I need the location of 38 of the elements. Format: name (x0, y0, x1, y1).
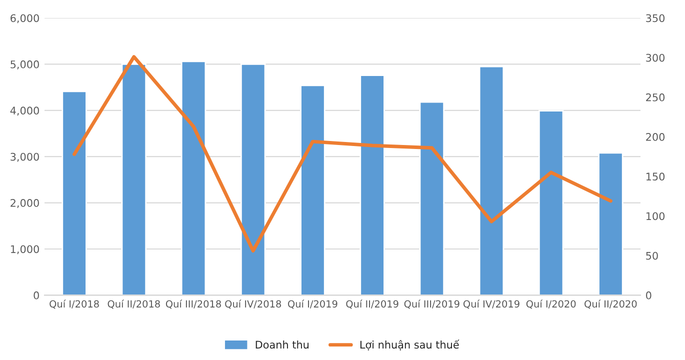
bar (598, 152, 624, 296)
x-tick-label: Quí II/2019 (346, 300, 398, 309)
y-tick-label: 3,000 (10, 152, 39, 162)
x-tick-label: Quí IV/2019 (463, 300, 520, 309)
x-tick-label: Quí IV/2018 (225, 300, 282, 309)
y2-tick-label: 0 (646, 291, 652, 300)
bar (478, 66, 504, 296)
bar (62, 90, 87, 296)
y2-tick-label: 150 (646, 172, 665, 181)
x-tick-label: Quí I/2018 (50, 300, 99, 309)
bar (538, 110, 564, 296)
y2-tick-label: 50 (646, 252, 658, 260)
y2-tick-label: 200 (646, 133, 665, 141)
line-series (72, 55, 612, 253)
bar (360, 74, 385, 296)
y2-tick-label: 250 (646, 93, 665, 102)
legend-label: Lợi nhuận sau thuế (360, 340, 460, 350)
x-tick-label: Quí II/2020 (584, 300, 637, 309)
y-tick-label: 2,000 (10, 199, 39, 208)
y-tick-label: 1,000 (10, 245, 39, 254)
x-tick-label: Quí III/2019 (404, 300, 460, 309)
x-tick-label: Quí II/2018 (108, 300, 160, 309)
x-tick-label: Quí I/2019 (288, 300, 338, 309)
y2-tick-label: 300 (646, 54, 665, 62)
x-tick-label: Quí III/2018 (166, 300, 221, 309)
y-tick-label: 6,000 (10, 14, 39, 24)
y-tick-label: 5,000 (10, 60, 39, 70)
y-tick-label: 4,000 (10, 106, 39, 116)
y-tick-label: 0 (34, 291, 39, 300)
bar (240, 64, 266, 296)
y2-tick-label: 350 (646, 14, 665, 22)
bar (419, 101, 445, 296)
x-tick-label: Quí I/2020 (526, 300, 576, 309)
y2-tick-label: 100 (646, 212, 665, 220)
legend-label: Doanh thu (256, 340, 308, 349)
bar (180, 60, 206, 296)
bar (300, 84, 326, 296)
bar (121, 64, 147, 296)
